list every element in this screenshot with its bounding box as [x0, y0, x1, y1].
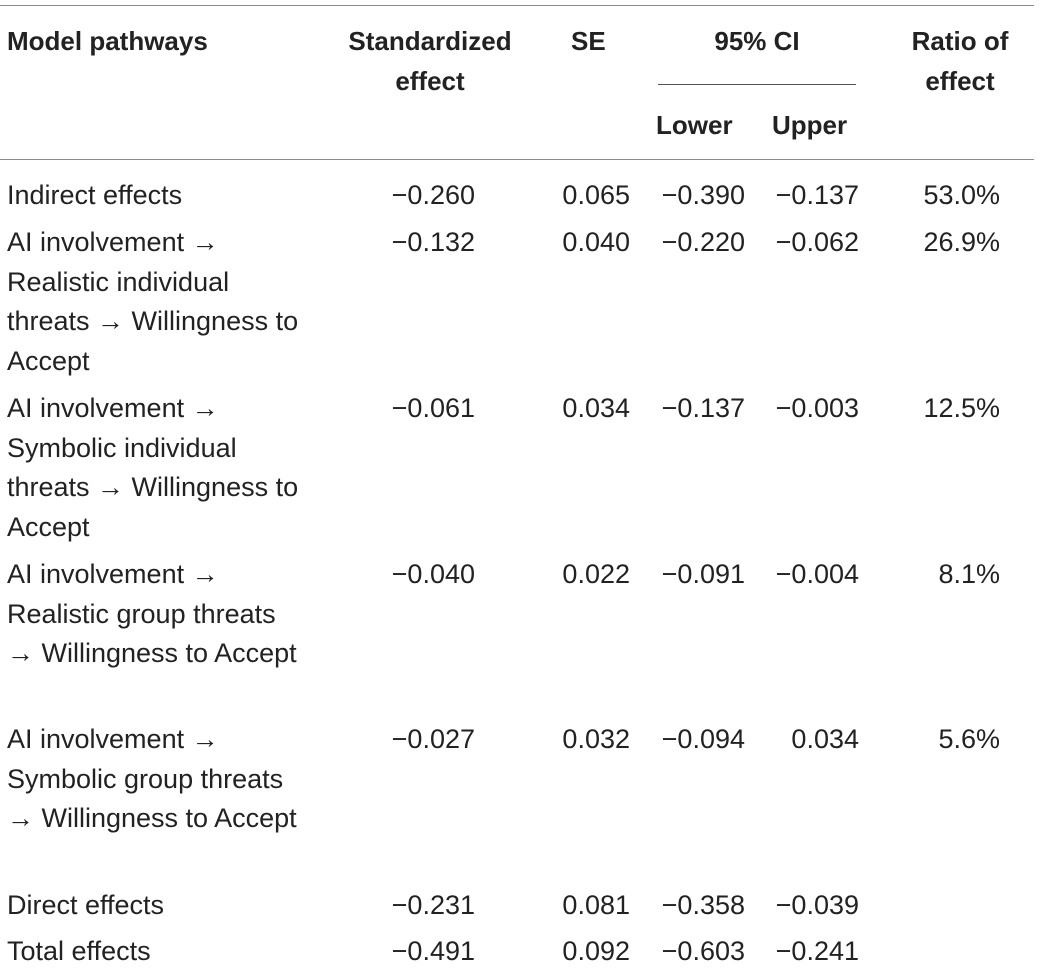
row-standardized-effect: −0.260	[391, 180, 475, 210]
row-se: 0.022	[562, 559, 630, 589]
row-standardized-effect: −0.491	[391, 936, 475, 966]
row-se: 0.092	[562, 936, 630, 966]
row-ci-upper: −0.137	[775, 180, 859, 210]
row-pathway: AI involvement → Symbolic individual thr…	[7, 393, 299, 542]
header-lower: Lower	[656, 110, 733, 140]
row-ratio: 12.5%	[923, 393, 1000, 423]
row-ci-upper: −0.062	[775, 227, 859, 257]
row-se: 0.032	[562, 724, 630, 754]
header-se: SE	[571, 26, 606, 56]
row-se: 0.040	[562, 227, 630, 257]
row-standardized-effect: −0.061	[391, 393, 475, 423]
row-ci-lower: −0.358	[661, 890, 745, 920]
row-ci-lower: −0.220	[661, 227, 745, 257]
row-ci-upper: −0.241	[775, 936, 859, 966]
row-se: 0.065	[562, 180, 630, 210]
row-pathway: Total effects	[7, 936, 151, 966]
header-ratio-of-effect: Ratio of effect	[911, 26, 1009, 96]
header-model-pathways: Model pathways	[7, 26, 208, 56]
row-standardized-effect: −0.040	[391, 559, 475, 589]
row-se: 0.081	[562, 890, 630, 920]
table-top-rule	[0, 5, 1034, 6]
row-ci-upper: −0.003	[775, 393, 859, 423]
row-ratio: 26.9%	[923, 227, 1000, 257]
row-ci-upper: 0.034	[791, 724, 859, 754]
row-pathway: AI involvement → Realistic individual th…	[7, 227, 299, 376]
row-standardized-effect: −0.132	[391, 227, 475, 257]
row-se: 0.034	[562, 393, 630, 423]
row-ci-lower: −0.137	[661, 393, 745, 423]
row-standardized-effect: −0.027	[391, 724, 475, 754]
row-pathway: AI involvement → Symbolic group threats …	[7, 724, 297, 833]
row-ci-lower: −0.091	[661, 559, 745, 589]
header-upper: Upper	[772, 110, 848, 140]
row-ci-lower: −0.094	[661, 724, 745, 754]
ci-header-underline	[658, 84, 856, 85]
row-pathway: AI involvement → Realistic group threats…	[7, 559, 297, 668]
row-pathway: Direct effects	[7, 890, 165, 920]
row-standardized-effect: −0.231	[391, 890, 475, 920]
row-ci-lower: −0.603	[661, 936, 745, 966]
header-bottom-rule	[0, 159, 1034, 160]
row-ratio: 53.0%	[923, 180, 1000, 210]
row-ci-lower: −0.390	[661, 180, 745, 210]
header-95-ci: 95% CI	[714, 26, 800, 56]
row-ratio: 5.6%	[938, 724, 1000, 754]
row-ci-upper: −0.039	[775, 890, 859, 920]
row-ci-upper: −0.004	[775, 559, 859, 589]
row-pathway: Indirect effects	[7, 180, 183, 210]
header-standardized-effect: Standardized effect	[348, 26, 512, 96]
row-ratio: 8.1%	[938, 559, 1000, 589]
